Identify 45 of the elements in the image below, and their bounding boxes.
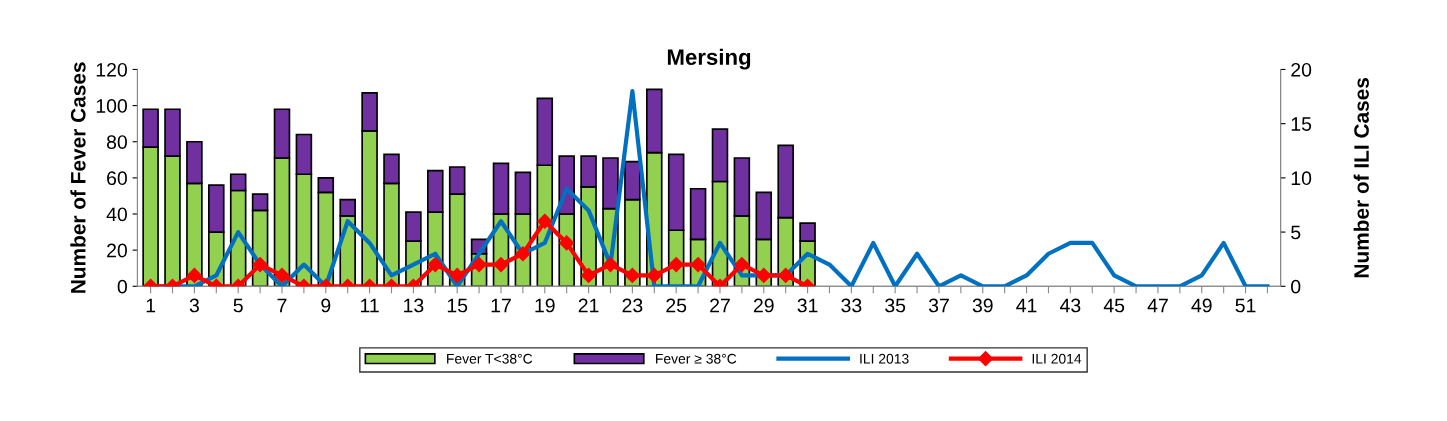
x-tick-label: 43: [1060, 298, 1081, 313]
x-tick-label: 5: [233, 298, 243, 313]
x-tick-label: 15: [447, 298, 468, 313]
x-tick-label: 37: [928, 298, 949, 313]
x-tick-label: 27: [710, 298, 730, 313]
x-tick-label: 45: [1103, 298, 1125, 313]
legend-label: ILI 2013: [860, 353, 909, 364]
x-tick-label: 39: [972, 298, 993, 313]
y2-tick-label: 15: [1291, 117, 1312, 131]
y-tick-label: 60: [107, 171, 127, 186]
y-tick-label: 120: [96, 62, 127, 77]
legend-label: Fever ≥ 38°C: [656, 353, 737, 364]
y2-tick-label: 5: [1291, 225, 1301, 240]
y2-axis-title: Number of ILI Cases: [1353, 78, 1369, 278]
y-tick-label: 0: [117, 279, 127, 294]
y-axis-title: Number of Fever Cases: [70, 62, 86, 293]
x-tick-label: 13: [404, 298, 424, 313]
x-tick-label: 19: [535, 298, 555, 313]
x-tick-label: 9: [321, 298, 331, 313]
x-tick-label: 49: [1191, 298, 1212, 313]
y2-tick-label: 10: [1291, 171, 1312, 186]
legend-label: ILI 2014: [1032, 353, 1082, 364]
x-tick-label: 21: [578, 298, 599, 313]
x-tick-label: 25: [666, 298, 687, 313]
x-tick-label: 47: [1147, 298, 1168, 313]
y2-tick-label: 20: [1291, 62, 1312, 77]
x-tick-label: 7: [277, 298, 287, 313]
y-tick-label: 80: [106, 135, 127, 149]
x-tick-label: 51: [1235, 298, 1256, 313]
y-tick-label: 100: [96, 99, 127, 113]
y-tick-label: 40: [106, 207, 127, 222]
x-tick-label: 31: [797, 298, 818, 313]
x-tick-label: 23: [622, 298, 643, 313]
x-tick-label: 29: [753, 298, 774, 313]
x-tick-label: 41: [1016, 298, 1037, 313]
x-tick-label: 3: [189, 298, 199, 313]
x-tick-label: 33: [841, 298, 862, 313]
x-tick-label: 35: [885, 298, 906, 313]
x-tick-label: 17: [491, 298, 511, 313]
x-tick-label: 11: [360, 298, 379, 313]
chart-title: Mersing: [667, 48, 751, 70]
x-tick-label: 1: [146, 298, 156, 313]
y-tick-label: 20: [107, 243, 127, 258]
y2-tick-label: 0: [1291, 279, 1301, 294]
legend-label: Fever T<38°C: [447, 353, 533, 364]
